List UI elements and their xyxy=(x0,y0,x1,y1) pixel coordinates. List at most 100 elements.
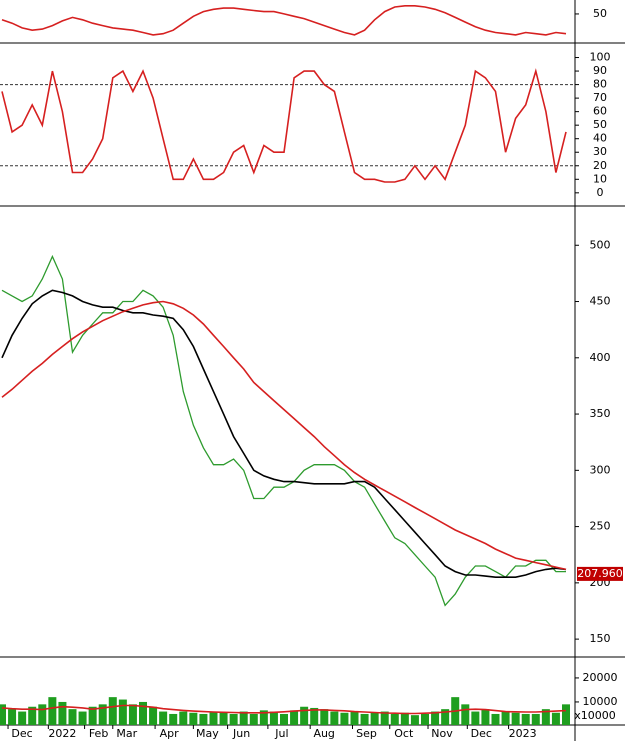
volume-bar xyxy=(360,713,369,725)
volume-bar xyxy=(400,712,409,725)
y-tick-label: 10 xyxy=(593,172,607,185)
volume-bar xyxy=(219,712,228,725)
volume-bar xyxy=(300,706,309,725)
volume-bar xyxy=(481,709,490,725)
volume-bar xyxy=(169,713,178,725)
unit-label: x10000 xyxy=(574,709,616,722)
volume-bar xyxy=(108,697,117,725)
volume-bar xyxy=(118,699,127,725)
x-tick-label: Oct xyxy=(394,727,414,740)
x-tick-label: Jul xyxy=(274,727,288,740)
volume-bar xyxy=(199,713,208,725)
volume-bar xyxy=(98,704,107,725)
volume-bar xyxy=(159,711,168,725)
volume-bar xyxy=(38,704,47,725)
y-tick-label: 80 xyxy=(593,78,607,91)
volume-bar xyxy=(249,713,258,725)
y-tick-label: 150 xyxy=(590,632,611,645)
x-tick-label: Jun xyxy=(232,727,250,740)
y-tick-label: 20000 xyxy=(583,671,618,684)
y-tick-label: 100 xyxy=(590,51,611,64)
volume-bar xyxy=(501,711,510,725)
volume-bar xyxy=(209,711,218,725)
volume-bar xyxy=(8,709,17,725)
volume-bar xyxy=(421,713,429,725)
volume-bar xyxy=(259,710,268,725)
y-tick-label: 0 xyxy=(597,186,604,199)
x-tick-label: Sep xyxy=(356,727,377,740)
y-tick-label: 450 xyxy=(590,295,611,308)
series-line xyxy=(1,254,566,607)
volume-bar xyxy=(68,709,77,725)
last-price-label: 207.960 xyxy=(577,567,623,580)
series-line xyxy=(1,300,567,571)
y-tick-label: 350 xyxy=(590,407,611,420)
volume-bar xyxy=(370,712,379,725)
series-line xyxy=(1,289,567,578)
volume-bar xyxy=(28,706,37,725)
volume-bar xyxy=(410,715,419,725)
series-line xyxy=(1,5,567,36)
volume-bar xyxy=(58,701,67,725)
volume-bar xyxy=(280,713,288,725)
y-tick-label: 10000 xyxy=(583,695,618,708)
volume-bar xyxy=(551,712,560,725)
volume-bar xyxy=(441,709,450,725)
volume-bar xyxy=(0,704,6,725)
y-tick-label: 500 xyxy=(590,238,611,251)
volume-bar xyxy=(189,712,198,725)
volume-bar xyxy=(471,711,480,725)
volume-bar xyxy=(380,711,389,725)
volume-bar xyxy=(290,710,299,725)
volume-bar xyxy=(320,709,329,725)
volume-bar xyxy=(521,713,530,725)
volume-bar xyxy=(330,711,339,725)
volume-bar xyxy=(269,711,278,725)
volume-bar xyxy=(461,704,470,725)
x-tick-label: Feb xyxy=(89,727,108,740)
x-tick-label: Dec xyxy=(471,727,492,740)
volume-bar xyxy=(350,711,359,725)
x-tick-label: 2022 xyxy=(48,727,76,740)
volume-bar xyxy=(340,712,349,725)
volume-bar xyxy=(48,697,57,725)
last-price-box xyxy=(577,566,623,581)
volume-bar xyxy=(431,711,440,725)
volume-bar xyxy=(562,704,570,725)
volume-bar xyxy=(149,706,158,725)
volume-bar xyxy=(18,711,27,725)
x-tick-label: Dec xyxy=(11,727,32,740)
x-tick-label: Mar xyxy=(116,727,137,740)
series-line xyxy=(1,704,567,715)
volume-bar xyxy=(229,713,238,725)
y-tick-label: 70 xyxy=(593,91,607,104)
y-tick-label: 300 xyxy=(590,463,611,476)
y-tick-label: 30 xyxy=(593,145,607,158)
volume-bar xyxy=(511,712,520,725)
y-tick-label: 50 xyxy=(593,118,607,131)
y-tick-label: 400 xyxy=(590,351,611,364)
x-tick-label: Aug xyxy=(313,727,334,740)
y-tick-label: 60 xyxy=(593,105,607,118)
y-tick-label: 90 xyxy=(593,64,607,77)
volume-bar xyxy=(390,713,399,725)
x-tick-label: 2023 xyxy=(509,727,537,740)
volume-bar xyxy=(310,707,319,725)
y-tick-label: 50 xyxy=(593,7,607,20)
y-tick-label: 40 xyxy=(593,132,607,145)
x-tick-label: May xyxy=(196,727,219,740)
y-tick-label: 20 xyxy=(593,159,607,172)
y-tick-label: 250 xyxy=(590,520,611,533)
volume-bar xyxy=(531,713,540,725)
series-line xyxy=(1,68,567,183)
x-tick-label: Apr xyxy=(160,727,180,740)
volume-bar xyxy=(88,706,97,725)
volume-bar xyxy=(239,711,248,725)
volume-bar xyxy=(78,711,87,725)
volume-bar xyxy=(541,709,550,725)
volume-bar xyxy=(139,701,147,725)
volume-bar xyxy=(128,704,137,725)
volume-bar xyxy=(491,713,500,725)
